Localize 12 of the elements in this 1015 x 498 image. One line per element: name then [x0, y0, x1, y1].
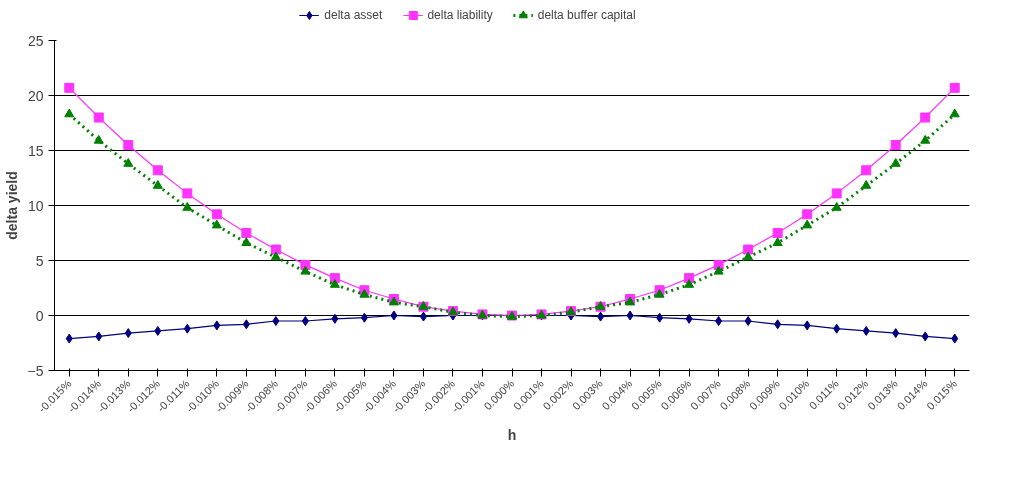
y-tick-label: 0 [35, 307, 44, 324]
y-tick-label: 10 [27, 197, 44, 214]
legend-label: delta asset [324, 8, 383, 22]
legend-label: delta buffer capital [537, 8, 636, 22]
y-tick-label: 15 [27, 142, 44, 159]
y-axis-title: delta yield [3, 171, 20, 240]
y-tick-label: 5 [35, 252, 44, 269]
x-axis-title: h [507, 426, 517, 443]
legend-label: delta liability [427, 8, 493, 22]
y-tick-label: −5 [27, 362, 44, 379]
y-tick-label: 20 [27, 87, 44, 104]
y-tick-label: 25 [27, 32, 44, 49]
